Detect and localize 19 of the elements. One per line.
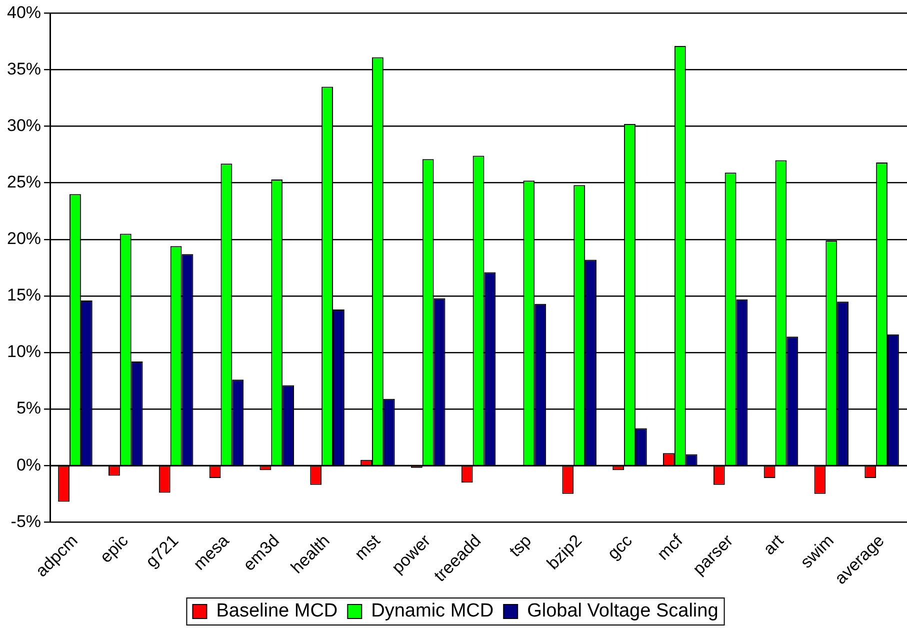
y-tick-label: 20% (6, 229, 42, 248)
x-tick-label: gcc (604, 530, 636, 564)
y-tick-label: 40% (6, 2, 42, 22)
y-tick-label: 35% (6, 59, 42, 78)
legend-label: Baseline MCD (216, 600, 338, 622)
x-tick-label: mcf (653, 530, 686, 564)
y-tick-label: 15% (6, 286, 42, 305)
legend-label: Dynamic MCD (371, 600, 494, 622)
x-tick-label: epic (96, 530, 132, 567)
x-tick-label: tsp (506, 531, 536, 561)
x-tick-label: mst (351, 530, 384, 564)
y-tick-label: -5% (10, 512, 42, 531)
legend-label: Global Voltage Scaling (527, 600, 718, 622)
x-tick-label: art (760, 530, 788, 559)
y-tick-label: 30% (6, 116, 42, 135)
y-tick-label: 0% (16, 455, 42, 474)
y-tick-label: 10% (6, 342, 42, 362)
y-tick-label: 5% (16, 398, 42, 418)
y-tick-label: 25% (6, 172, 42, 192)
